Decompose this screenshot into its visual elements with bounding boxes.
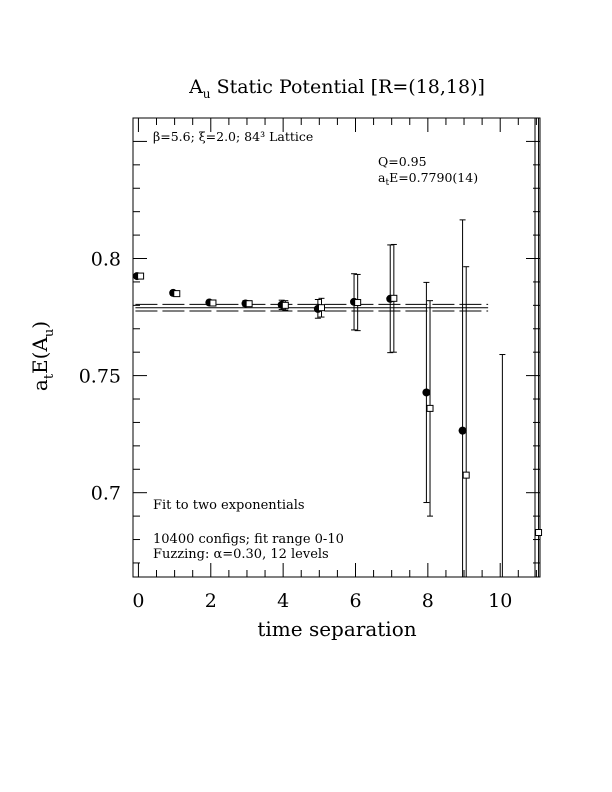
data-point-square (317, 304, 325, 312)
y-axis-label: atE(Au) (28, 321, 57, 391)
x-tick-label: 6 (349, 590, 361, 612)
fit-notes: Fit to two exponentials 10400 configs; f… (153, 498, 344, 562)
plot-frame (132, 117, 541, 578)
fit-q-value: Q=0.95 (378, 154, 427, 169)
lattice-note: β=5.6; ξ=2.0; 84³ Lattice (153, 129, 313, 144)
data-point-square (173, 290, 181, 298)
data-point-circle (422, 388, 431, 397)
x-tick-label: 10 (488, 590, 512, 612)
data-point-square (354, 299, 362, 307)
y-tick-label: 0.7 (91, 483, 121, 505)
y-axis-label-text: atE(Au) (28, 321, 57, 391)
fit-energy: atE=0.7790(14) (378, 170, 478, 188)
x-tick-label: 0 (132, 590, 144, 612)
fit-note-fuzzing: Fuzzing: α=0.30, 12 levels (153, 547, 329, 562)
fit-note-method: Fit to two exponentials (153, 498, 305, 513)
data-point-square (137, 272, 145, 280)
y-tick-label: 0.75 (79, 366, 121, 388)
fit-note-configs: 10400 configs; fit range 0-10 (153, 532, 344, 547)
data-point-square (535, 529, 543, 537)
data-point-circle (458, 426, 467, 435)
data-point-square (462, 471, 470, 479)
data-point-square (390, 294, 398, 302)
y-tick-label: 0.8 (91, 249, 121, 271)
x-axis-label: time separation (257, 617, 416, 641)
data-point-square (209, 299, 217, 307)
data-point-square (245, 300, 253, 308)
plot-area: 0 2 4 6 8 10 0.7 0.75 0.8 (79, 117, 543, 612)
chart-title-text: Au Static Potential [R=(18,18)] (188, 76, 485, 101)
fit-info: Q=0.95 atE=0.7790(14) (378, 154, 478, 188)
x-tick-label: 2 (205, 590, 217, 612)
x-tick-label: 8 (422, 590, 434, 612)
chart-title: Au Static Potential [R=(18,18)] (188, 76, 485, 101)
data-point-square (426, 404, 434, 412)
x-tick-label: 4 (277, 590, 289, 612)
data-point-square (281, 301, 289, 309)
